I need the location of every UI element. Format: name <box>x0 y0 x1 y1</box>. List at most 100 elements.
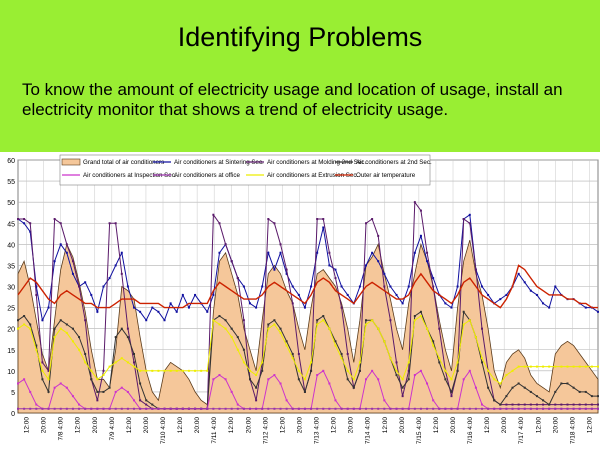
series-point-6 <box>102 374 105 377</box>
series-point-2 <box>218 222 221 225</box>
series-point-1 <box>255 306 258 309</box>
series-point-1 <box>468 213 471 216</box>
series-point-5 <box>597 407 599 410</box>
series-point-5 <box>53 407 56 410</box>
series-point-3 <box>432 340 435 343</box>
series-point-6 <box>212 319 215 322</box>
series-point-3 <box>71 327 74 330</box>
series-point-2 <box>474 268 477 271</box>
series-point-1 <box>47 306 50 309</box>
series-point-2 <box>572 403 575 406</box>
series-point-2 <box>590 403 593 406</box>
series-point-2 <box>236 277 239 280</box>
series-point-5 <box>444 407 447 410</box>
series-point-2 <box>126 327 129 330</box>
series-point-1 <box>383 272 386 275</box>
series-point-2 <box>334 277 337 280</box>
series-point-5 <box>426 407 429 410</box>
series-point-5 <box>389 407 392 410</box>
series-point-1 <box>249 302 251 305</box>
series-point-2 <box>133 361 135 364</box>
series-point-6 <box>517 365 520 368</box>
series-point-6 <box>590 365 593 368</box>
y-tick-label: 35 <box>7 263 15 270</box>
series-point-5 <box>181 407 184 410</box>
series-point-3 <box>462 310 465 313</box>
series-point-2 <box>84 319 87 322</box>
series-point-5 <box>395 407 398 410</box>
series-point-5 <box>206 407 209 410</box>
series-point-1 <box>597 310 599 313</box>
series-point-1 <box>285 272 288 275</box>
series-point-1 <box>59 243 62 246</box>
series-point-6 <box>529 365 532 368</box>
series-point-5 <box>96 407 99 410</box>
series-point-1 <box>114 264 117 267</box>
series-point-6 <box>371 319 374 322</box>
series-point-2 <box>365 222 367 225</box>
series-point-5 <box>383 407 386 410</box>
series-point-6 <box>175 369 178 372</box>
series-point-1 <box>328 264 331 267</box>
series-point-1 <box>151 306 154 309</box>
chart-svg: 0 5 10 15 20 25 30 35 40 45 50 55 60 12:00 20:00 7/8 4… <box>7 154 599 444</box>
series-point-6 <box>145 369 148 372</box>
series-point-3 <box>102 390 105 393</box>
series-point-3 <box>401 386 404 389</box>
series-point-2 <box>17 218 19 221</box>
series-point-2 <box>432 285 435 288</box>
series-point-6 <box>53 336 56 339</box>
series-point-1 <box>291 285 294 288</box>
series-point-2 <box>108 222 111 225</box>
series-point-6 <box>96 378 99 381</box>
series-point-6 <box>413 319 416 322</box>
series-point-1 <box>267 251 270 254</box>
series-point-1 <box>542 302 545 305</box>
series-point-2 <box>529 403 532 406</box>
series-point-5 <box>438 407 441 410</box>
series-point-1 <box>108 277 111 280</box>
series-point-2 <box>377 234 380 237</box>
series-point-5 <box>584 407 587 410</box>
series-point-5 <box>200 407 203 410</box>
series-point-4 <box>133 399 135 402</box>
series-point-3 <box>346 378 349 381</box>
series-point-3 <box>395 374 398 377</box>
series-point-6 <box>346 369 349 372</box>
series-point-1 <box>395 293 398 296</box>
series-point-4 <box>413 374 416 377</box>
series-point-1 <box>499 298 502 301</box>
series-point-1 <box>419 234 422 237</box>
series-point-5 <box>523 407 526 410</box>
x-tick-label: 12:00 <box>331 417 338 434</box>
series-point-1 <box>181 293 184 296</box>
series-point-2 <box>578 403 581 406</box>
series-point-3 <box>334 340 337 343</box>
series-point-6 <box>297 369 300 372</box>
series-point-4 <box>218 374 221 377</box>
series-point-4 <box>236 403 239 406</box>
series-point-4 <box>53 386 56 389</box>
series-point-3 <box>578 390 581 393</box>
series-point-5 <box>279 407 282 410</box>
series-point-6 <box>310 361 313 364</box>
legend-label: Outer air temperature <box>356 172 416 179</box>
series-point-1 <box>90 293 93 296</box>
series-point-6 <box>41 369 44 372</box>
series-point-5 <box>84 407 87 410</box>
series-point-1 <box>133 306 135 309</box>
series-point-3 <box>224 319 227 322</box>
legend-label: Air conditioners at Extrusion Sec. <box>267 172 358 179</box>
series-point-1 <box>346 293 349 296</box>
series-point-4 <box>59 382 62 385</box>
series-point-6 <box>334 344 337 347</box>
series-point-6 <box>17 327 19 330</box>
series-point-4 <box>316 374 319 377</box>
legend-label: Grand total of air conditioners <box>83 159 164 166</box>
series-point-5 <box>35 407 38 410</box>
series-point-1 <box>157 310 160 313</box>
series-point-6 <box>242 361 245 364</box>
series-point-5 <box>71 407 74 410</box>
y-tick-label: 20 <box>7 327 15 334</box>
series-point-1 <box>529 289 532 292</box>
